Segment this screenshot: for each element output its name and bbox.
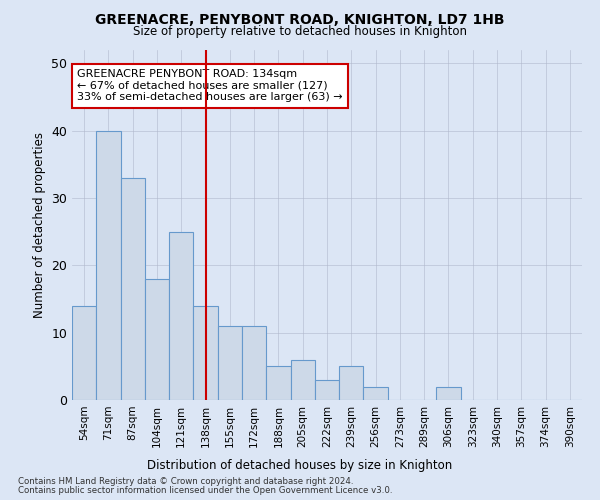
Bar: [121, 178, 145, 400]
Bar: [96, 131, 121, 400]
Text: Distribution of detached houses by size in Knighton: Distribution of detached houses by size …: [148, 460, 452, 472]
Bar: [266, 366, 290, 400]
Text: GREENACRE, PENYBONT ROAD, KNIGHTON, LD7 1HB: GREENACRE, PENYBONT ROAD, KNIGHTON, LD7 …: [95, 12, 505, 26]
Text: Contains HM Land Registry data © Crown copyright and database right 2024.: Contains HM Land Registry data © Crown c…: [18, 477, 353, 486]
Y-axis label: Number of detached properties: Number of detached properties: [32, 132, 46, 318]
Text: Size of property relative to detached houses in Knighton: Size of property relative to detached ho…: [133, 25, 467, 38]
Bar: [339, 366, 364, 400]
Text: GREENACRE PENYBONT ROAD: 134sqm
← 67% of detached houses are smaller (127)
33% o: GREENACRE PENYBONT ROAD: 134sqm ← 67% of…: [77, 69, 343, 102]
Bar: [364, 386, 388, 400]
Bar: [169, 232, 193, 400]
Bar: [436, 386, 461, 400]
Bar: [315, 380, 339, 400]
Bar: [242, 326, 266, 400]
Bar: [218, 326, 242, 400]
Text: Contains public sector information licensed under the Open Government Licence v3: Contains public sector information licen…: [18, 486, 392, 495]
Bar: [290, 360, 315, 400]
Bar: [193, 306, 218, 400]
Bar: [145, 279, 169, 400]
Bar: [72, 306, 96, 400]
